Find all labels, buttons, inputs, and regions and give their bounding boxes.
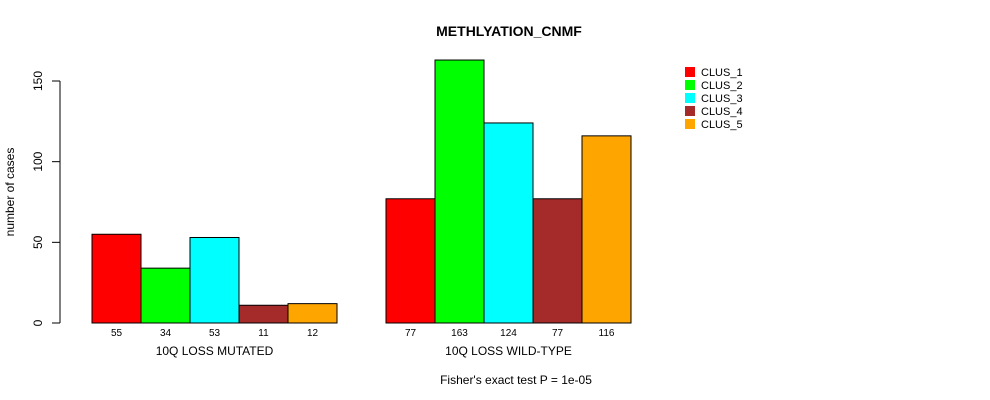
legend-label: CLUS_4 [701, 106, 743, 118]
legend-swatch [685, 80, 695, 90]
legend-label: CLUS_2 [701, 80, 743, 92]
bar-value-label: 11 [258, 328, 269, 339]
bar-clus-3 [189, 236, 240, 324]
bar-clus-2 [434, 59, 485, 324]
legend-swatch [685, 93, 695, 103]
y-tick-label: 150 [31, 71, 45, 91]
bar-clus-1 [385, 198, 436, 324]
bar-clus-3 [483, 122, 534, 324]
value-labels: 55 34 53 11 12 77 163 124 77 116 [111, 328, 615, 339]
bar-value-label: 55 [111, 328, 123, 339]
y-tick-label: 100 [31, 151, 45, 171]
bar-value-label: 116 [599, 328, 615, 339]
bar-value-label: 77 [552, 328, 564, 339]
legend-label: CLUS_5 [701, 119, 743, 131]
y-tick-label: 50 [31, 235, 45, 249]
bar-value-label: 34 [160, 328, 172, 339]
bar-clus-5 [581, 135, 632, 324]
bar-value-label: 53 [209, 328, 221, 339]
y-tick-label: 0 [31, 319, 45, 326]
bar-value-label: 12 [307, 328, 319, 339]
bar-clus-5 [287, 303, 338, 324]
y-axis-label: number of cases [3, 148, 17, 237]
legend-label: CLUS_3 [701, 93, 743, 105]
bar-clus-4 [238, 304, 289, 324]
chart-title: METHLYATION_CNMF [436, 23, 582, 39]
footnote: Fisher's exact test P = 1e-05 [440, 373, 592, 387]
legend-swatch [685, 119, 695, 129]
bar-clus-2 [140, 267, 191, 324]
group-label: 10Q LOSS MUTATED [156, 344, 274, 358]
bar-value-label: 124 [500, 328, 517, 339]
bar-value-label: 77 [405, 328, 417, 339]
legend-swatch [685, 106, 695, 116]
bars [91, 59, 632, 324]
legend-label: CLUS_1 [701, 67, 743, 79]
legend-swatch [685, 67, 695, 77]
group-label: 10Q LOSS WILD-TYPE [445, 344, 572, 358]
bar-clus-4 [532, 198, 583, 324]
bar-clus-1 [91, 233, 142, 324]
y-axis: 0 50 100 150 [31, 71, 61, 326]
group-labels: 10Q LOSS MUTATED 10Q LOSS WILD-TYPE [156, 344, 572, 358]
bar-value-label: 163 [451, 328, 468, 339]
